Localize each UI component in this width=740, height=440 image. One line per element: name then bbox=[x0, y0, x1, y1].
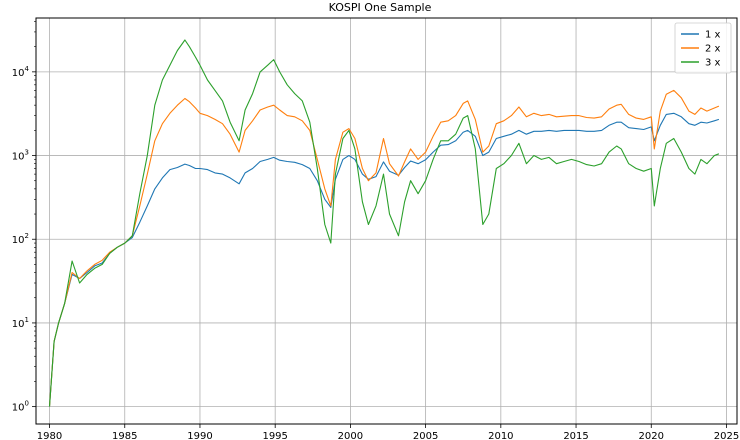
x-tick-label: 2005 bbox=[413, 431, 438, 440]
chart-title: KOSPI One Sample bbox=[329, 1, 432, 14]
x-tick-label: 1995 bbox=[262, 431, 287, 440]
series-line-3 bbox=[48, 39, 720, 407]
grid-lines bbox=[36, 18, 737, 424]
y-tick-label: 102 bbox=[12, 232, 29, 246]
y-tick-label: 101 bbox=[12, 316, 29, 330]
x-tick-label: 2000 bbox=[338, 431, 363, 440]
x-tick-label: 2010 bbox=[488, 431, 513, 440]
y-tick-label: 100 bbox=[12, 400, 29, 414]
legend-label: 3 x bbox=[705, 58, 721, 69]
series-layer bbox=[48, 39, 720, 407]
x-axis: 1980 1985 1990 1995 2000 2005 2010 2015 2020 2025 bbox=[37, 424, 739, 440]
series-line-2 bbox=[48, 89, 720, 407]
x-tick-label: 1985 bbox=[112, 431, 137, 440]
y-tick-label: 104 bbox=[12, 65, 30, 79]
x-tick-label: 2025 bbox=[714, 431, 739, 440]
y-tick-label: 103 bbox=[12, 149, 29, 163]
legend-box bbox=[674, 22, 732, 74]
x-tick-label: 2020 bbox=[639, 431, 664, 440]
plot-frame bbox=[35, 17, 738, 425]
legend-label: 2 x bbox=[705, 44, 721, 55]
legend: 1 x 2 x 3 x bbox=[674, 22, 732, 74]
series-line-1 bbox=[48, 112, 720, 407]
y-axis: 100 101 102 103 104 bbox=[12, 21, 36, 414]
x-tick-label: 1990 bbox=[187, 431, 212, 440]
x-tick-label: 1980 bbox=[37, 431, 62, 440]
x-tick-label: 2015 bbox=[563, 431, 588, 440]
legend-label: 1 x bbox=[705, 30, 721, 41]
